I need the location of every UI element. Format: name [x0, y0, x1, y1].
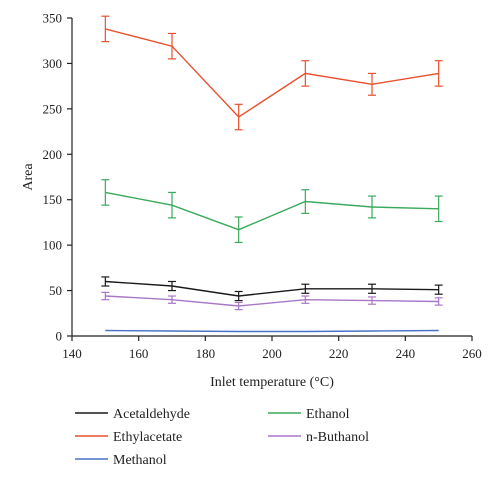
y-tick-label: 200	[43, 147, 63, 162]
x-tick-label: 220	[329, 346, 349, 361]
legend-item-n-buthanol: n-Buthanol	[268, 430, 369, 445]
legend-label: Ethylacetate	[113, 430, 182, 445]
legend-item-ethylacetate: Ethylacetate	[75, 430, 182, 445]
error-bar	[234, 216, 243, 244]
y-axis-title: Area	[21, 163, 36, 191]
error-bar	[434, 195, 443, 223]
error-bar	[101, 291, 110, 301]
series-line-ethylacetate	[105, 28, 439, 118]
series-layer	[101, 15, 443, 333]
y-tick-label: 150	[43, 192, 63, 207]
legend-label: Acetaldehyde	[113, 407, 190, 422]
plot-area: 140 160 180 200 220 240 260 0 50 100 150 200 250 300…	[43, 11, 482, 362]
y-tick-label: 50	[49, 283, 62, 298]
error-bar	[168, 32, 176, 60]
error-bar	[101, 179, 110, 206]
series-line-n-buthanol	[105, 295, 439, 307]
error-bar	[434, 297, 443, 306]
y-tick-label: 0	[56, 329, 63, 344]
series-n-buthanol	[101, 291, 443, 311]
error-bar	[168, 191, 176, 219]
x-tick-label: 180	[196, 346, 216, 361]
x-tick-label: 260	[462, 346, 482, 361]
error-bar	[301, 60, 310, 87]
legend-label: n-Buthanol	[306, 430, 369, 445]
error-bar	[301, 295, 310, 304]
x-tick-label: 160	[129, 346, 149, 361]
error-bar	[368, 195, 376, 219]
y-tick-label: 250	[43, 101, 63, 116]
legend-label: Methanol	[113, 453, 167, 468]
x-tick-label: 240	[396, 346, 416, 361]
y-axis-ticks: 0 50 100 150 200 250 300 350	[43, 11, 72, 344]
error-bar	[101, 276, 110, 287]
legend-item-ethanol: Ethanol	[268, 407, 350, 422]
series-methanol	[105, 329, 439, 333]
legend-item-methanol: Methanol	[75, 453, 167, 468]
legend-label: Ethanol	[306, 407, 350, 422]
error-bar	[368, 72, 376, 96]
series-ethanol	[101, 179, 443, 244]
x-tick-label: 140	[62, 346, 82, 361]
error-bar	[168, 280, 176, 292]
error-bar	[368, 283, 376, 294]
x-axis-ticks: 140 160 180 200 220 240 260	[62, 336, 482, 361]
x-axis-title: Inlet temperature (°C)	[210, 375, 334, 390]
legend: Acetaldehyde Ethylacetate Methanol Ethanol n…	[75, 407, 369, 468]
x-tick-label: 200	[262, 346, 282, 361]
series-line-methanol	[105, 329, 439, 333]
error-bar	[234, 103, 243, 131]
error-bar	[168, 295, 176, 304]
series-line-ethanol	[105, 191, 439, 231]
error-bar	[434, 60, 443, 87]
y-tick-label: 100	[43, 238, 63, 253]
error-bar	[101, 15, 110, 43]
series-acetaldehyde	[101, 276, 443, 302]
error-bar	[234, 290, 243, 302]
legend-item-acetaldehyde: Acetaldehyde	[75, 407, 190, 422]
error-bar	[434, 284, 443, 295]
series-line-acetaldehyde	[105, 280, 439, 297]
error-bar	[234, 301, 243, 311]
y-tick-label: 350	[43, 11, 63, 26]
error-bar	[368, 296, 376, 305]
error-bar	[301, 283, 310, 294]
series-ethylacetate	[101, 15, 443, 131]
error-bar	[301, 189, 310, 214]
y-tick-label: 300	[43, 56, 63, 71]
